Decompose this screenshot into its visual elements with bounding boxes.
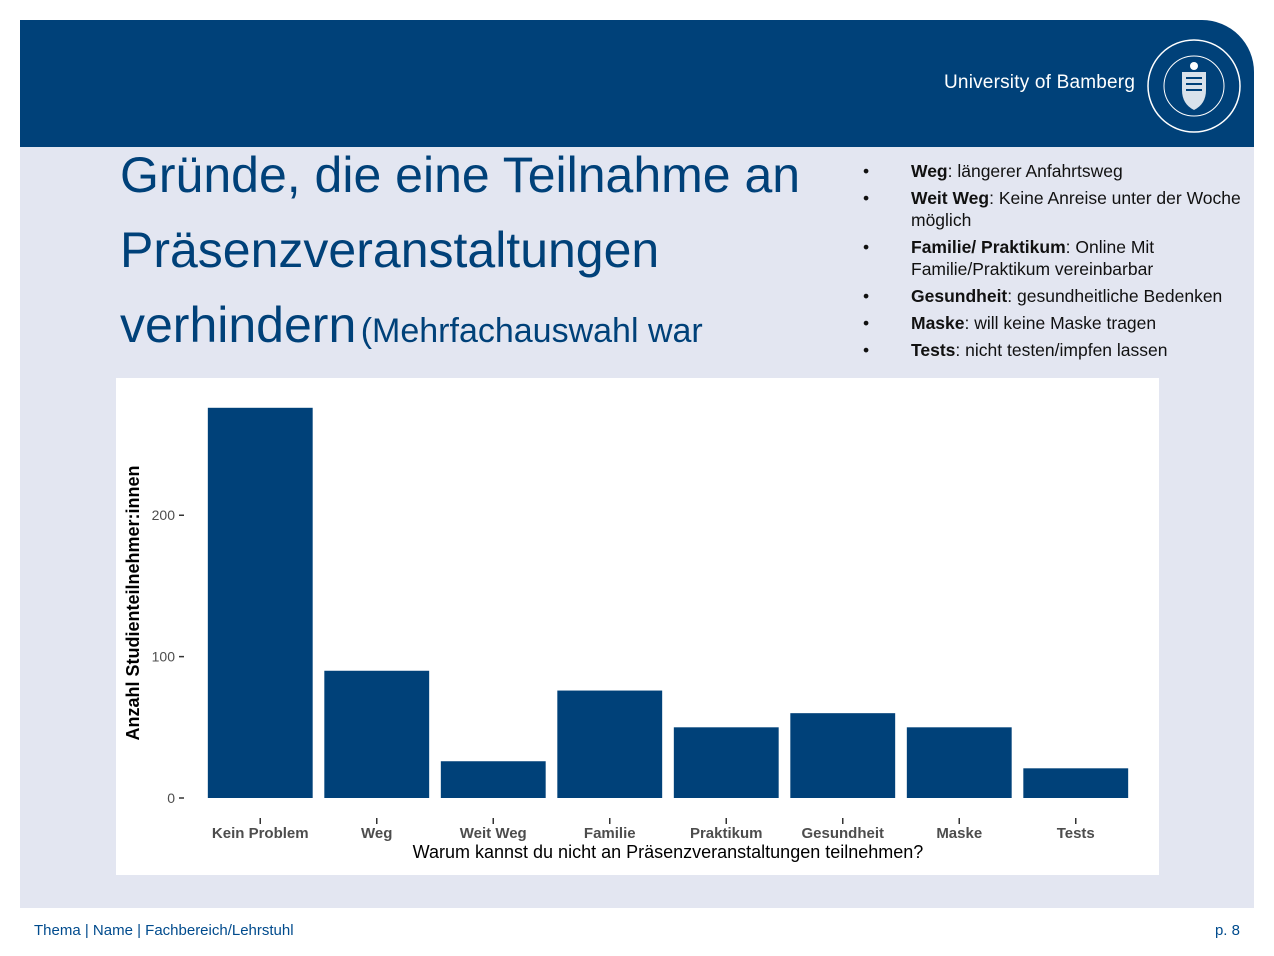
y-tick-label: 200 xyxy=(152,507,176,523)
legend-term: Gesundheit xyxy=(911,286,1008,306)
legend-item: • Weit Weg: Keine Anreise unter der Woche… xyxy=(858,187,1254,231)
x-tick-label: Familie xyxy=(584,825,636,842)
x-tick-label: Praktikum xyxy=(690,825,763,842)
legend-term: Tests xyxy=(911,340,956,360)
bullet-icon: • xyxy=(863,237,870,257)
legend-text: : gesundheitliche Bedenken xyxy=(1007,286,1223,306)
university-name: University of Bamberg xyxy=(944,72,1136,93)
legend-text: : nicht testen/impfen lassen xyxy=(955,340,1168,360)
x-tick-label: Weit Weg xyxy=(460,825,527,842)
bar xyxy=(906,727,1012,798)
legend-text: : will keine Maske tragen xyxy=(964,313,1157,333)
x-tick-label: Gesundheit xyxy=(801,825,884,842)
bullet-icon: • xyxy=(863,188,870,208)
x-tick-label: Weg xyxy=(361,825,392,842)
slide-title: Gründe, die eine Teilnahme an Präsenzver… xyxy=(120,144,840,438)
legend-term: Familie/ Praktikum xyxy=(911,237,1066,257)
bar xyxy=(673,727,779,798)
slide: University of Bamberg Gründe, die eine T… xyxy=(20,20,1254,908)
y-axis-title: Anzahl Studienteilnehmer:innen xyxy=(123,465,143,740)
page-number: p. 8 xyxy=(1214,922,1240,939)
bullet-icon: • xyxy=(863,340,870,360)
legend-term: Weg xyxy=(911,161,948,181)
legend-text: : Keine Anreise unter der Woche möglich xyxy=(911,188,1241,230)
chart-panel: 0 100 200 Kein Problem Weg Weit Weg Familie Pra… xyxy=(116,378,1159,875)
legend-item: • Familie/ Praktikum: Online Mit Familie/… xyxy=(858,236,1254,280)
x-tick-label: Kein Problem xyxy=(212,825,309,842)
legend-term: Maske xyxy=(911,313,965,333)
bar xyxy=(1023,768,1129,798)
bullet-icon: • xyxy=(863,313,870,333)
title-main: Gründe, die eine Teilnahme an Präsenzver… xyxy=(120,147,801,353)
legend-term: Weit Weg xyxy=(911,188,990,208)
bullet-icon: • xyxy=(863,286,870,306)
footer-left: Thema | Name | Fachbereich/Lehrstuhl xyxy=(34,922,294,939)
bar xyxy=(790,713,896,798)
bar xyxy=(440,761,546,798)
bar xyxy=(207,407,313,798)
y-tick-label: 100 xyxy=(152,649,176,665)
bar xyxy=(557,690,663,798)
legend-item: • Gesundheit: gesundheitliche Bedenken xyxy=(858,285,1254,307)
category-legend-list: • Weg: längerer Anfahrtsweg • Weit Weg: Ke… xyxy=(858,160,1254,366)
university-seal-logo xyxy=(1147,39,1241,133)
y-tick-label: 0 xyxy=(167,790,175,806)
bullet-icon: • xyxy=(863,161,870,181)
legend-item: • Tests: nicht testen/impfen lassen xyxy=(858,339,1254,361)
x-tick-label: Tests xyxy=(1057,825,1095,842)
legend-item: • Maske: will keine Maske tragen xyxy=(858,312,1254,334)
legend-text: : Online Mit Familie/Praktikum vereinbar… xyxy=(911,237,1155,279)
bar xyxy=(324,670,430,798)
legend-item: • Weg: längerer Anfahrtsweg xyxy=(858,160,1254,182)
x-tick-label: Maske xyxy=(936,825,982,842)
x-axis-title: Warum kannst du nicht an Präsenzveransta… xyxy=(413,842,924,862)
header-banner: University of Bamberg xyxy=(20,20,1254,147)
legend-text: : längerer Anfahrtsweg xyxy=(947,161,1123,181)
bar-chart: 0 100 200 Kein Problem Weg Weit Weg Familie Pra… xyxy=(123,407,1129,862)
